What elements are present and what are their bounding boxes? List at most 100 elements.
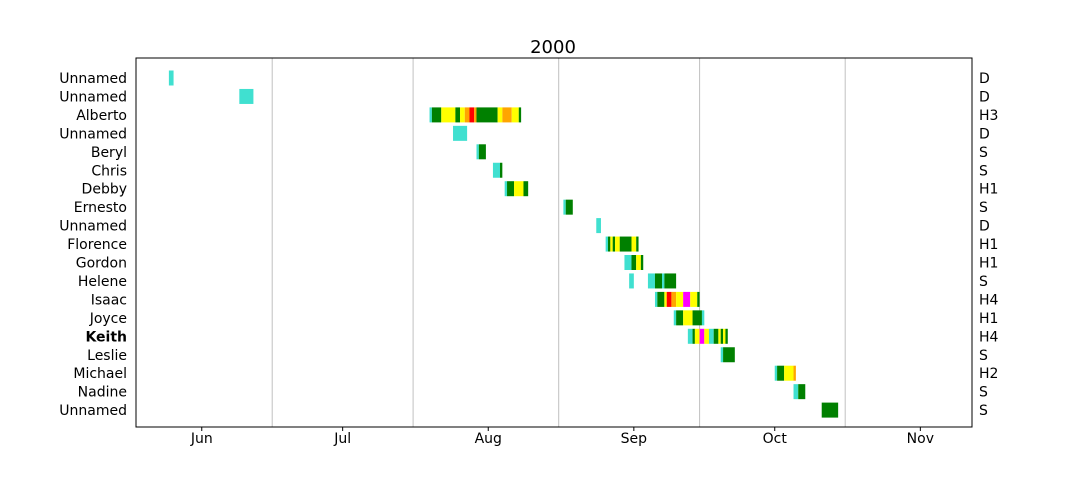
storm-name-label: Debby bbox=[82, 182, 127, 198]
storm-category-label: H2 bbox=[979, 366, 998, 382]
storm-category-label: H1 bbox=[979, 256, 998, 272]
storm-intensity-segment bbox=[683, 310, 693, 326]
storm-intensity-segment bbox=[723, 328, 726, 344]
storm-name-label: Joyce bbox=[89, 311, 127, 327]
storm-intensity-segment bbox=[662, 273, 665, 289]
storm-category-label: S bbox=[979, 403, 988, 419]
storm-intensity-segment bbox=[701, 310, 705, 326]
storm-intensity-segment bbox=[708, 328, 714, 344]
storm-name-label: Unnamed bbox=[59, 89, 127, 105]
storm-category-label: D bbox=[979, 89, 990, 105]
storm-name-label: Isaac bbox=[91, 292, 127, 308]
storm-intensity-segment bbox=[476, 107, 498, 123]
storm-name-labels: Unnamed Unnamed Alberto Unnamed Beryl Chris De… bbox=[59, 71, 127, 419]
storm-intensity-segment bbox=[676, 310, 684, 326]
storm-name-label: Unnamed bbox=[59, 403, 127, 419]
x-tick-label: Jul bbox=[333, 431, 351, 447]
storm-intensity-segment bbox=[777, 365, 785, 381]
storm-category-label: H1 bbox=[979, 311, 998, 327]
storm-intensity-segment bbox=[565, 199, 573, 215]
storm-name-label: Ernesto bbox=[74, 200, 127, 216]
storm-name-label: Nadine bbox=[78, 385, 127, 401]
storm-intensity-segment bbox=[713, 328, 719, 344]
storm-category-label: S bbox=[979, 145, 988, 161]
storm-intensity-segment bbox=[511, 107, 519, 123]
storm-name-label: Unnamed bbox=[59, 71, 127, 87]
storm-category-label: H4 bbox=[979, 329, 999, 345]
storm-name-label: Leslie bbox=[87, 348, 127, 364]
storm-category-label: D bbox=[979, 71, 990, 87]
plot-frame bbox=[135, 57, 973, 428]
storm-intensity-segment bbox=[492, 162, 500, 178]
storm-intensity-segment bbox=[631, 236, 637, 252]
storm-intensity-segment bbox=[605, 236, 609, 252]
storm-intensity-segment bbox=[474, 107, 477, 123]
storm-intensity-segment bbox=[518, 107, 522, 123]
storm-category-label: S bbox=[979, 385, 988, 401]
storm-intensity-segment bbox=[657, 291, 665, 307]
storm-intensity-segment bbox=[720, 328, 724, 344]
storm-intensity-segment bbox=[464, 107, 470, 123]
storm-intensity-segment bbox=[683, 291, 691, 307]
x-tick-label: Oct bbox=[763, 431, 788, 447]
storm-intensity-segment bbox=[563, 199, 566, 215]
storm-name-label: Helene bbox=[78, 274, 127, 290]
storm-intensity-segment bbox=[666, 291, 672, 307]
storm-intensity-segment bbox=[654, 291, 658, 307]
storm-intensity-segment bbox=[821, 402, 839, 418]
storm-bars bbox=[168, 70, 839, 418]
storm-intensity-segment bbox=[664, 291, 667, 307]
chart-title: 2000 bbox=[530, 37, 576, 58]
storm-intensity-segment bbox=[612, 236, 616, 252]
storm-intensity-segment bbox=[676, 291, 684, 307]
storm-intensity-segment bbox=[460, 107, 465, 123]
storm-intensity-segment bbox=[718, 328, 721, 344]
storm-intensity-segment bbox=[504, 181, 508, 197]
storm-intensity-segment bbox=[723, 347, 735, 363]
storm-intensity-segment bbox=[429, 107, 432, 123]
storm-intensity-segment bbox=[692, 328, 695, 344]
storm-intensity-segment bbox=[687, 328, 693, 344]
storm-name-label: Gordon bbox=[76, 256, 127, 272]
month-tick-labels: Jun Jul Aug Sep Oct Nov bbox=[190, 427, 934, 447]
storm-intensity-segment bbox=[441, 107, 456, 123]
storm-intensity-segment bbox=[664, 273, 677, 289]
storm-intensity-segment bbox=[694, 328, 700, 344]
storm-name-label: Beryl bbox=[91, 145, 127, 161]
storm-category-label: D bbox=[979, 219, 990, 235]
storm-intensity-segment bbox=[704, 328, 709, 344]
storm-intensity-segment bbox=[615, 236, 620, 252]
storm-intensity-segment bbox=[497, 107, 503, 123]
x-tick-label: Aug bbox=[475, 431, 502, 447]
x-tick-label: Sep bbox=[621, 431, 648, 447]
storm-intensity-segment bbox=[499, 162, 503, 178]
storm-name-label: Alberto bbox=[76, 108, 127, 124]
storm-category-label: S bbox=[979, 348, 988, 364]
storm-name-label: Keith bbox=[85, 329, 127, 345]
storm-intensity-segment bbox=[784, 365, 794, 381]
storm-intensity-segment bbox=[239, 88, 254, 104]
storm-intensity-segment bbox=[636, 255, 641, 270]
storm-intensity-segment bbox=[596, 218, 601, 234]
storm-intensity-segment bbox=[774, 365, 778, 381]
storm-intensity-segment bbox=[697, 291, 700, 307]
storm-intensity-segment bbox=[610, 236, 613, 252]
x-tick-label: Jun bbox=[190, 431, 213, 447]
storm-category-label: H4 bbox=[979, 292, 999, 308]
storm-intensity-segment bbox=[793, 365, 796, 381]
storm-name-label: Unnamed bbox=[59, 219, 127, 235]
storm-intensity-segment bbox=[690, 291, 698, 307]
storm-category-label: H3 bbox=[979, 108, 998, 124]
storm-intensity-segment bbox=[476, 144, 479, 160]
storm-name-label: Unnamed bbox=[59, 126, 127, 142]
storm-intensity-segment bbox=[619, 236, 632, 252]
storm-category-label: S bbox=[979, 274, 988, 290]
storm-intensity-segment bbox=[692, 310, 702, 326]
storm-intensity-segment bbox=[469, 107, 475, 123]
storm-intensity-segment bbox=[725, 328, 728, 344]
storm-intensity-segment bbox=[168, 70, 174, 86]
storm-intensity-segment bbox=[720, 347, 724, 363]
month-gridlines bbox=[271, 58, 846, 427]
